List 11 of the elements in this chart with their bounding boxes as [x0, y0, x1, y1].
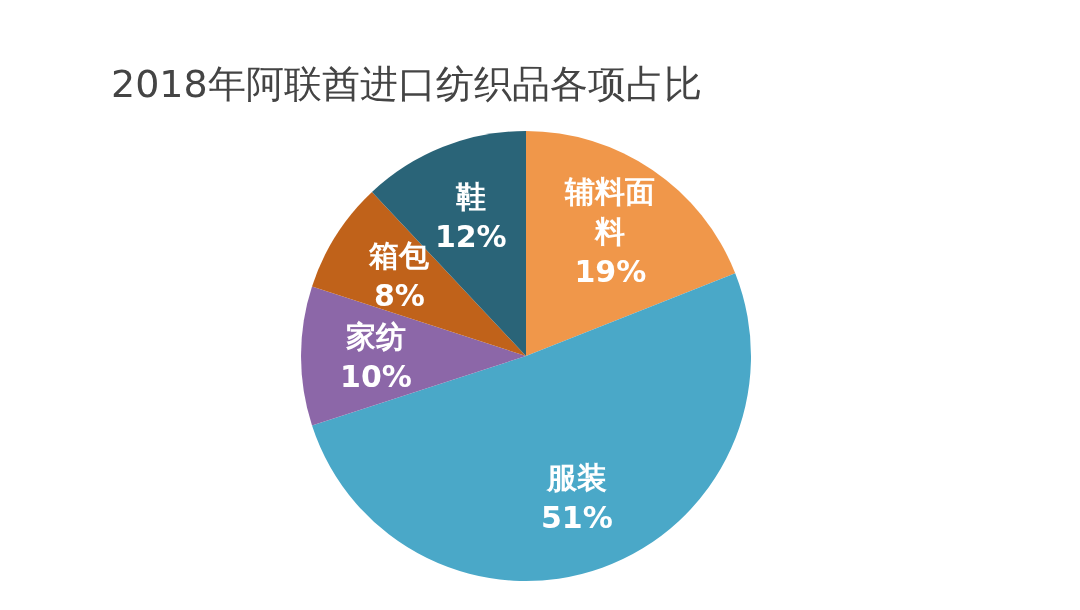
slice-label: 辅料面料: [564, 174, 656, 250]
data-label: 19%: [574, 254, 647, 290]
chart-title: 2018年阿联酋进口纺织品各项占比: [111, 62, 702, 106]
data-label: 12%: [434, 219, 507, 255]
data-label: 8%: [373, 278, 425, 314]
slice-label: 家纺: [346, 318, 406, 354]
data-label: 10%: [340, 358, 412, 394]
data-label: 51%: [540, 499, 613, 535]
slice-label: 服装: [545, 459, 607, 495]
slice-label: 箱包: [368, 238, 431, 274]
slice-label: 鞋: [454, 179, 486, 215]
